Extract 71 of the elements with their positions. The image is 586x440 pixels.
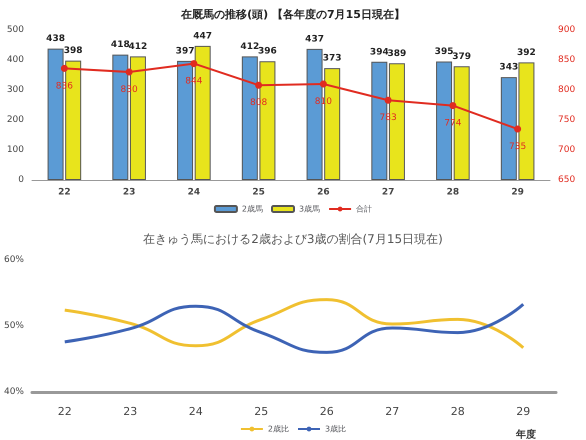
legend-label: 3歳馬 — [299, 204, 320, 214]
data-label: 396 — [258, 46, 277, 57]
data-label: 373 — [322, 54, 342, 64]
x-tick-label: 22 — [58, 188, 71, 198]
legend-label: 2歳比 — [268, 424, 290, 434]
point — [514, 126, 522, 132]
x-tick-label: 26 — [317, 188, 330, 198]
x-tick-label: 22 — [58, 405, 72, 418]
data-label: 379 — [452, 52, 472, 62]
y2-tick-label: 650 — [558, 175, 576, 185]
data-label: 389 — [388, 48, 406, 59]
point — [449, 102, 456, 110]
x-tick-label: 27 — [382, 188, 394, 198]
y-tick-label: 0 — [18, 175, 24, 185]
x-tick-label: 29 — [516, 405, 530, 418]
legend-label: 3歳比 — [325, 424, 346, 434]
data-label: 412 — [128, 42, 148, 52]
legend-label: 合計 — [356, 204, 372, 214]
x-tick-label: 23 — [123, 405, 138, 418]
data-label: 438 — [46, 34, 65, 44]
point — [190, 60, 198, 68]
chart-title: 在きゅう馬における2歳および3歳の割合(7月15日現在) — [143, 232, 443, 246]
data-label: 810 — [314, 97, 332, 107]
x-tick-label: 24 — [188, 188, 200, 198]
y-tick-label: 40% — [4, 387, 24, 397]
data-label: 343 — [499, 62, 518, 73]
y-tick-label: 50% — [4, 321, 24, 331]
data-label: 836 — [56, 81, 74, 92]
x-tick-label: 29 — [511, 188, 524, 198]
point — [126, 68, 133, 76]
x-axis-title: 年度 — [515, 428, 536, 440]
data-label: 437 — [305, 34, 324, 44]
y2-tick-label: 900 — [558, 25, 576, 35]
data-label: 392 — [517, 48, 536, 58]
data-label: 418 — [110, 40, 130, 50]
point — [60, 64, 68, 72]
data-label: 395 — [434, 47, 454, 57]
data-label: 398 — [64, 46, 83, 56]
y2-tick-label: 800 — [558, 85, 576, 95]
data-label: 397 — [176, 46, 194, 56]
y-tick-label: 300 — [6, 85, 24, 95]
data-label: 774 — [444, 118, 462, 129]
data-label: 735 — [509, 142, 526, 152]
y-tick-label: 400 — [6, 55, 24, 65]
x-tick-label: 24 — [188, 405, 203, 418]
data-label: 394 — [370, 47, 389, 58]
x-tick-label: 25 — [252, 188, 265, 198]
data-label: 830 — [120, 85, 138, 95]
x-tick-label: 26 — [320, 405, 334, 418]
data-label: 412 — [240, 42, 260, 52]
point — [320, 80, 327, 88]
x-tick-label: 28 — [450, 405, 465, 418]
data-label: 808 — [250, 98, 268, 108]
data-label: 447 — [193, 31, 212, 42]
x-tick-label: 28 — [446, 188, 460, 198]
point — [255, 82, 262, 89]
x-tick-label: 25 — [254, 405, 268, 418]
y2-tick-label: 750 — [558, 115, 576, 125]
y-tick-label: 100 — [6, 145, 24, 155]
y2-tick-label: 700 — [558, 145, 576, 155]
data-label: 783 — [380, 113, 397, 124]
chart-title: 在厩馬の推移(頭) 【各年度の7月15日現在】 — [180, 8, 405, 21]
y-tick-label: 60% — [4, 255, 24, 265]
data-label: 844 — [185, 76, 203, 87]
y-tick-label: 200 — [6, 115, 24, 125]
legend-label: 2歳馬 — [242, 204, 264, 214]
point — [384, 96, 392, 104]
x-tick-label: 27 — [385, 405, 400, 418]
y-tick-label: 500 — [6, 25, 24, 35]
x-tick-label: 23 — [122, 188, 136, 198]
y2-tick-label: 850 — [558, 55, 576, 65]
